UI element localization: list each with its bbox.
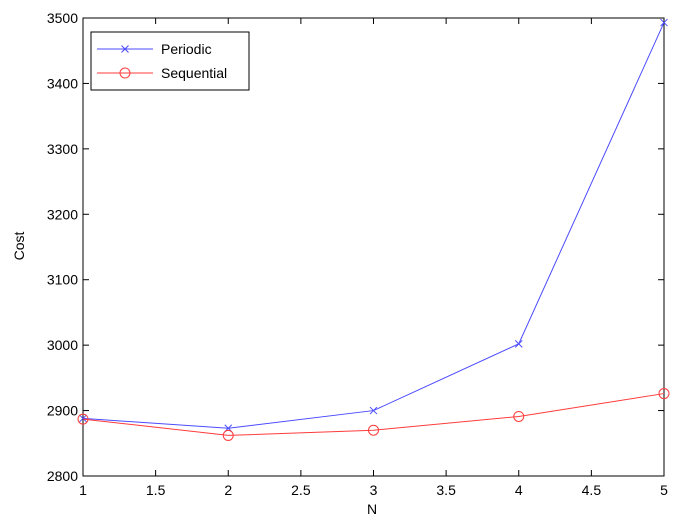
- data-point-sequential: [222, 429, 234, 441]
- data-point-sequential: [513, 410, 525, 422]
- x-marker-stroke: [79, 414, 87, 423]
- y-tick-label: 3400: [47, 75, 78, 91]
- plot-area: 1 1.5 2 2.5 3 3.5 4 4.5 5 2800 2900 3000 3100 3200 330…: [47, 10, 668, 498]
- y-tick-label: 3100: [47, 272, 78, 288]
- x-tick-label: 5: [660, 482, 668, 498]
- x-tick-label: 4: [515, 482, 523, 498]
- data-point-sequential: [77, 413, 89, 425]
- x-marker-stroke: [514, 339, 523, 348]
- x-tick-label: 1.5: [146, 482, 166, 498]
- x-marker-stroke: [369, 406, 378, 415]
- y-tick-label: 3300: [47, 141, 78, 157]
- x-tick-label: 3.5: [436, 482, 456, 498]
- x-tick-label: 2.5: [291, 482, 311, 498]
- legend-marker-periodic: [121, 45, 129, 53]
- plot-frame: [82, 17, 665, 477]
- legend: Periodic Sequential: [90, 31, 250, 91]
- data-point-periodic: [660, 18, 668, 27]
- x-tick-label: 3: [370, 482, 378, 498]
- y-tick-label: 2900: [47, 403, 78, 419]
- data-point-sequential: [368, 424, 379, 436]
- x-tick-label: 2: [224, 482, 232, 498]
- series-line-sequential: [82, 393, 665, 436]
- x-axis-title: N: [367, 501, 377, 517]
- legend-label-periodic: Periodic: [161, 41, 212, 57]
- y-tick-label: 3000: [47, 337, 78, 353]
- data-point-periodic: [79, 414, 87, 423]
- x-tick-label: 4.5: [582, 482, 602, 498]
- legend-label-sequential: Sequential: [161, 65, 227, 81]
- legend-marker-sequential: [119, 67, 131, 79]
- y-tick-label: 3200: [47, 206, 78, 222]
- series-layer: [77, 18, 670, 441]
- data-point-periodic: [369, 406, 378, 415]
- data-point-periodic: [514, 339, 523, 348]
- x-marker-stroke: [660, 18, 668, 27]
- y-tick-label: 2800: [47, 468, 78, 484]
- legend-box: [90, 31, 250, 91]
- y-axis-title: Cost: [11, 232, 27, 261]
- y-tick-label: 3500: [47, 10, 78, 26]
- series-sequential: [77, 388, 670, 441]
- x-tick-label: 1: [79, 482, 87, 498]
- data-point-sequential: [658, 388, 670, 400]
